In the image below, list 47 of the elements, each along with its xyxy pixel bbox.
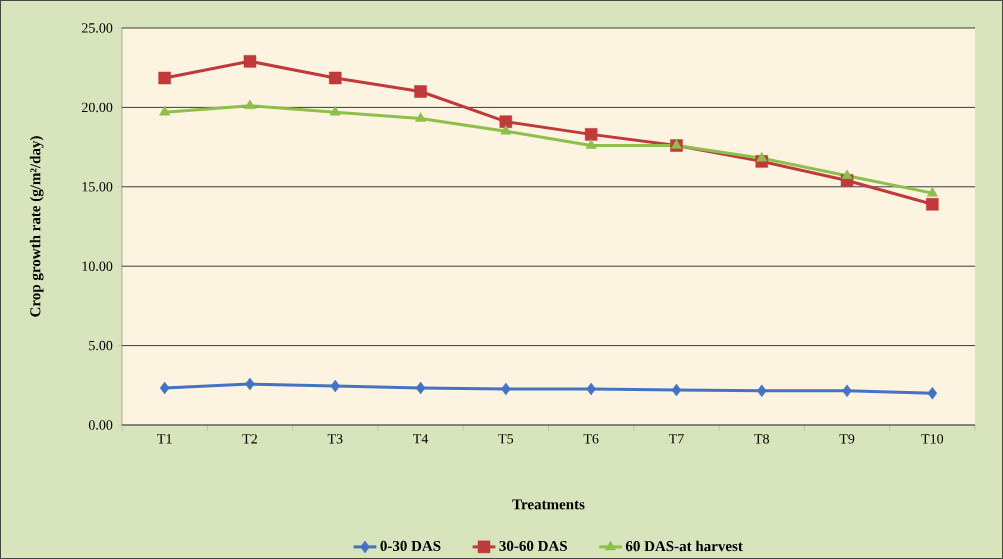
x-tick-label: T5 bbox=[498, 434, 514, 444]
y-tick-label: 25.00 bbox=[81, 23, 113, 33]
point bbox=[159, 105, 171, 116]
y-axis-title: Crop growth rate (g/m²/day) bbox=[29, 136, 44, 317]
x-tick-label: T3 bbox=[327, 434, 343, 444]
y-tick-label: 10.00 bbox=[82, 261, 113, 271]
legend-label: 0-30 DAS bbox=[380, 540, 441, 551]
x-tick-label: T10 bbox=[921, 434, 944, 444]
point bbox=[414, 85, 427, 98]
legend-label: 60 DAS-at harvest bbox=[625, 540, 743, 552]
x-tick-label: T6 bbox=[583, 434, 599, 444]
point bbox=[926, 198, 939, 211]
point bbox=[158, 71, 171, 85]
legend-label: 30-60 DAS bbox=[499, 540, 567, 551]
point bbox=[329, 71, 342, 85]
point bbox=[756, 151, 768, 162]
point bbox=[415, 112, 426, 122]
point bbox=[245, 377, 255, 391]
point bbox=[499, 115, 513, 128]
y-tick-label: 15.00 bbox=[82, 182, 113, 192]
x-tick-label: T7 bbox=[668, 434, 684, 444]
point bbox=[159, 381, 170, 395]
x-tick-label: T9 bbox=[839, 434, 855, 444]
point bbox=[842, 384, 852, 398]
point bbox=[926, 186, 938, 197]
point bbox=[415, 381, 426, 395]
y-tick-label: 5.00 bbox=[89, 340, 113, 351]
x-axis-title: Treatments bbox=[512, 499, 585, 510]
point bbox=[584, 128, 598, 141]
point bbox=[329, 105, 341, 116]
point bbox=[243, 55, 257, 68]
point bbox=[757, 384, 767, 398]
point bbox=[330, 379, 340, 393]
x-tick-label: T1 bbox=[157, 434, 172, 444]
x-tick-label: T8 bbox=[754, 434, 769, 444]
y-tick-label: 0.00 bbox=[88, 420, 113, 430]
point bbox=[500, 124, 512, 135]
x-tick-label: T2 bbox=[242, 434, 257, 444]
x-tick-label: T4 bbox=[413, 434, 429, 444]
point bbox=[585, 139, 597, 149]
point bbox=[927, 386, 938, 400]
point bbox=[501, 382, 511, 396]
point bbox=[244, 99, 256, 110]
point bbox=[586, 382, 596, 396]
y-tick-label: 20.00 bbox=[81, 102, 113, 113]
point bbox=[841, 169, 853, 179]
point bbox=[671, 383, 682, 397]
